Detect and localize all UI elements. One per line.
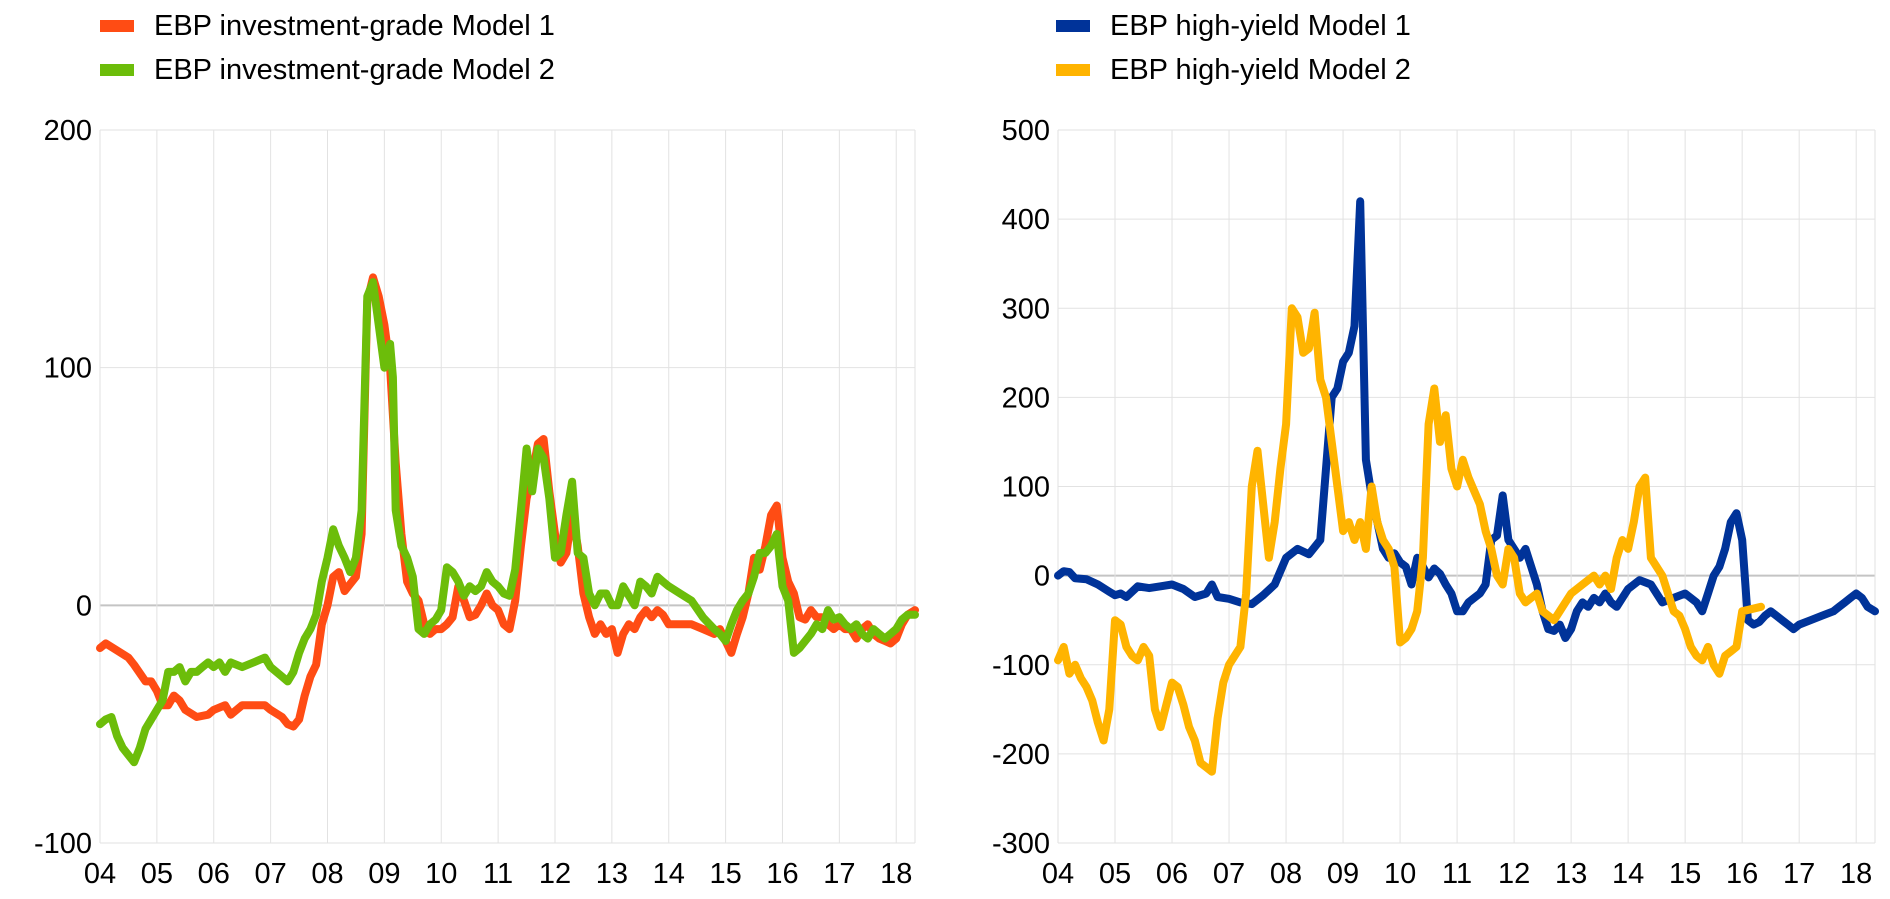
ig-x-tick-label: 16: [766, 858, 798, 890]
legend-swatch-hy-model2: [1056, 64, 1090, 76]
hy-x-tick-label: 18: [1840, 858, 1872, 890]
ig-x-tick-label: 13: [596, 858, 628, 890]
hy-x-tick-label: 06: [1156, 858, 1188, 890]
legend-swatch-ig-model1: [100, 20, 134, 32]
legend-right: EBP high-yield Model 1 EBP high-yield Mo…: [1056, 4, 1411, 92]
hy-y-tick-label: 400: [1002, 204, 1050, 236]
legend-item-hy-model2: EBP high-yield Model 2: [1056, 48, 1411, 92]
legend-label-ig-model1: EBP investment-grade Model 1: [154, 9, 555, 42]
hy-series-line-model2: [1054, 304, 1765, 776]
ig-y-tick-label: 200: [44, 115, 92, 147]
ig-x-tick-label: 06: [198, 858, 230, 890]
hy-x-tick-label: 14: [1612, 858, 1644, 890]
ig-x-tick-label: 14: [653, 858, 685, 890]
ig-y-tick-label: 100: [44, 353, 92, 385]
hy-x-tick-label: 15: [1669, 858, 1701, 890]
hy-y-tick-label: 100: [1002, 472, 1050, 504]
hy-x-tick-label: 12: [1498, 858, 1530, 890]
hy-y-tick-label: -300: [992, 828, 1050, 860]
ig-x-tick-label: 05: [141, 858, 173, 890]
hy-x-tick-label: 04: [1042, 858, 1074, 890]
ig-x-tick-label: 09: [368, 858, 400, 890]
chart-investment-grade: -100 0 100 200 04 05 06 07 08 09 10 11 12 13 14 15 16 17 1…: [34, 115, 919, 890]
ig-x-tick-label: 11: [483, 858, 513, 890]
legend-item-hy-model1: EBP high-yield Model 1: [1056, 4, 1411, 48]
ig-series-line-model1: [96, 273, 919, 731]
hy-series-line-model1: [1054, 197, 1879, 642]
hy-y-tick-label: 500: [1002, 115, 1050, 147]
hy-x-tick-label: 17: [1783, 858, 1815, 890]
ig-y-tick-label: -100: [34, 828, 92, 860]
legend-label-ig-model2: EBP investment-grade Model 2: [154, 53, 555, 86]
ig-x-tick-label: 15: [709, 858, 741, 890]
hy-x-tick-label: 09: [1327, 858, 1359, 890]
hy-x-tick-label: 08: [1270, 858, 1302, 890]
ig-x-tick-label: 08: [311, 858, 343, 890]
legend-label-hy-model1: EBP high-yield Model 1: [1110, 9, 1411, 42]
legend-item-ig-model1: EBP investment-grade Model 1: [100, 4, 555, 48]
hy-x-tick-label: 05: [1099, 858, 1131, 890]
ig-series-line-model2: [96, 278, 919, 767]
hy-x-tick-label: 16: [1726, 858, 1758, 890]
chart-high-yield: -300 -200 -100 0 100 200 300 400 500 04 05 06 07 08 09…: [992, 115, 1879, 890]
ig-x-tick-label: 10: [425, 858, 457, 890]
legend-item-ig-model2: EBP investment-grade Model 2: [100, 48, 555, 92]
hy-y-tick-label: 300: [1002, 293, 1050, 325]
hy-x-tick-label: 11: [1442, 858, 1472, 890]
legend-swatch-ig-model2: [100, 64, 134, 76]
hy-y-tick-label: -200: [992, 739, 1050, 771]
legend-label-hy-model2: EBP high-yield Model 2: [1110, 53, 1411, 86]
hy-x-tick-label: 07: [1213, 858, 1245, 890]
ig-x-tick-label: 12: [539, 858, 571, 890]
hy-y-tick-label: 0: [1034, 561, 1050, 593]
hy-y-tick-label: -100: [992, 650, 1050, 682]
ig-x-tick-label: 04: [84, 858, 116, 890]
hy-x-tick-label: 10: [1384, 858, 1416, 890]
hy-y-tick-label: 200: [1002, 382, 1050, 414]
legend-left: EBP investment-grade Model 1 EBP investm…: [100, 4, 555, 92]
ig-x-tick-label: 07: [254, 858, 286, 890]
hy-x-tick-label: 13: [1555, 858, 1587, 890]
ig-x-tick-label: 18: [880, 858, 912, 890]
ig-y-tick-label: 0: [76, 590, 92, 622]
ig-x-tick-label: 17: [823, 858, 855, 890]
legend-swatch-hy-model1: [1056, 20, 1090, 32]
